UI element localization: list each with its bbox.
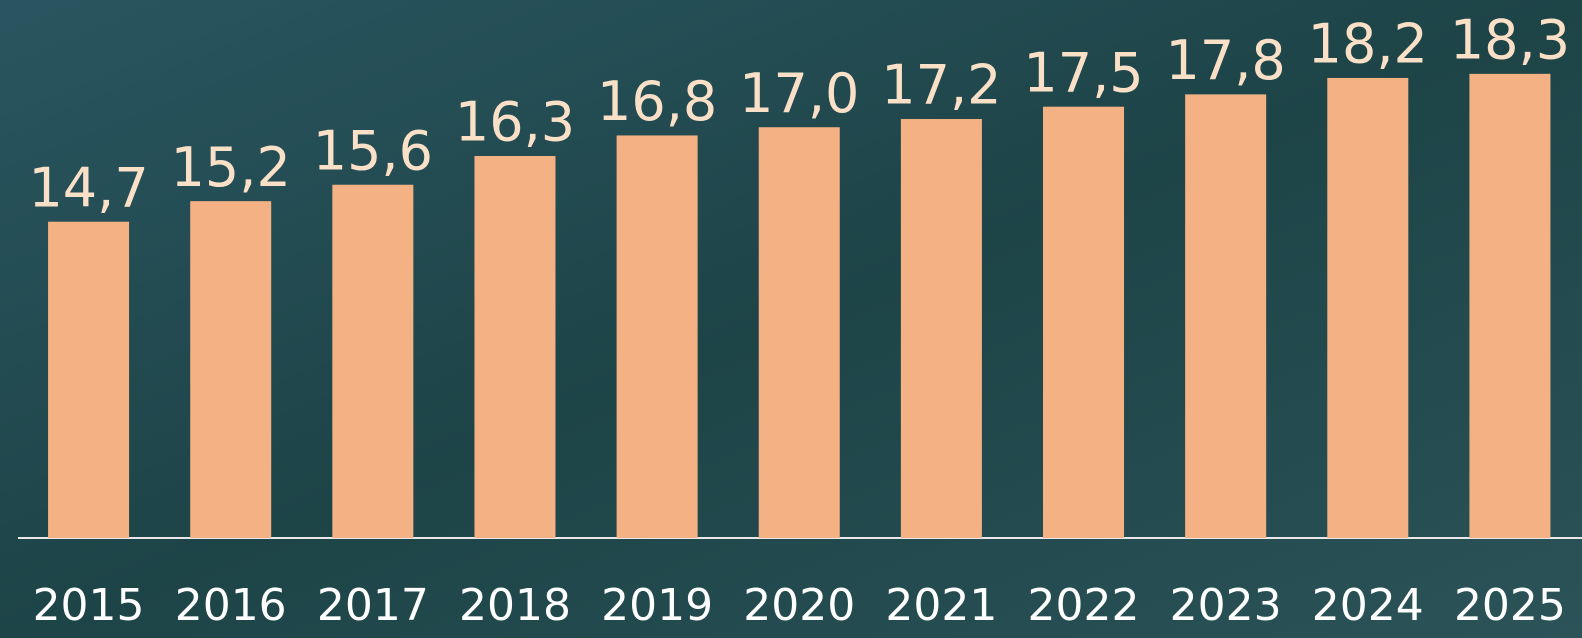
x-tick-label: 2020 — [743, 580, 855, 631]
value-label: 17,8 — [1166, 29, 1286, 92]
bar — [474, 155, 556, 538]
value-label: 16,3 — [455, 91, 575, 154]
bar — [758, 127, 840, 538]
bar — [1185, 94, 1267, 538]
value-label: 17,5 — [1023, 41, 1143, 104]
bar — [900, 119, 982, 538]
x-tick-label: 2021 — [885, 580, 997, 631]
bar — [1327, 77, 1409, 538]
x-tick-label: 2022 — [1028, 580, 1140, 631]
bar — [332, 184, 414, 538]
bar — [1043, 106, 1125, 538]
x-tick-label: 2016 — [175, 580, 287, 631]
bar — [48, 221, 130, 538]
x-tick-label: 2025 — [1454, 580, 1566, 631]
value-label: 17,2 — [881, 54, 1001, 117]
bar — [616, 135, 698, 538]
bar — [190, 201, 272, 538]
x-tick-label: 2015 — [33, 580, 145, 631]
x-tick-label: 2024 — [1312, 580, 1424, 631]
x-tick-label: 2019 — [601, 580, 713, 631]
bar — [1469, 73, 1551, 538]
x-tick-label: 2017 — [317, 580, 429, 631]
value-label: 16,8 — [597, 70, 717, 133]
value-label: 17,0 — [739, 62, 859, 125]
value-label: 14,7 — [28, 156, 148, 219]
value-label: 18,3 — [1450, 8, 1570, 71]
x-tick-label: 2023 — [1170, 580, 1282, 631]
value-label: 15,2 — [171, 136, 291, 199]
value-label: 15,6 — [313, 119, 433, 182]
x-tick-label: 2018 — [459, 580, 571, 631]
value-label: 18,2 — [1308, 13, 1428, 76]
